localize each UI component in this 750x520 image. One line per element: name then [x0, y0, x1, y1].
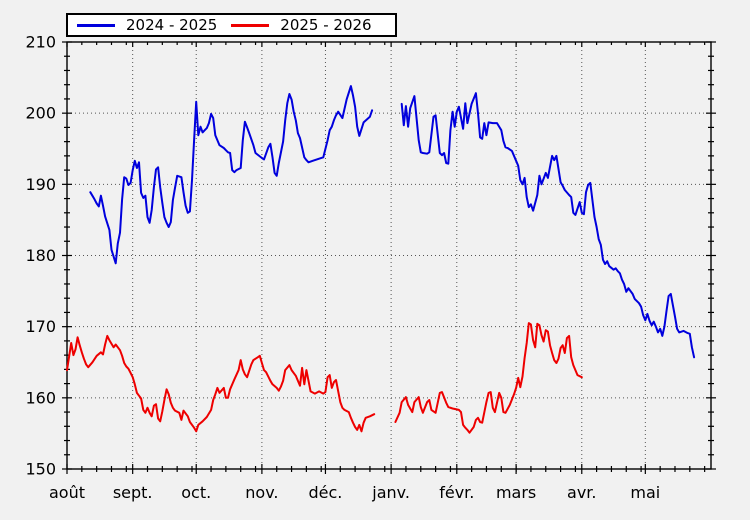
gridlines	[67, 42, 711, 469]
series-segment	[89, 85, 374, 265]
x-month-label: déc.	[309, 483, 343, 502]
x-month-label: avr.	[567, 483, 596, 502]
series-segment	[400, 92, 696, 359]
x-month-label: mars	[496, 483, 536, 502]
series-2024-2025	[89, 85, 696, 359]
ticks	[62, 41, 716, 474]
y-tick-label: 170	[25, 317, 56, 336]
series-2025-2026	[66, 322, 583, 434]
legend-line-sample-2025-2026	[231, 23, 270, 27]
x-month-label: oct.	[181, 483, 211, 502]
y-tick-label: 200	[25, 104, 56, 123]
x-month-label: mai	[630, 483, 660, 502]
x-month-label: janv.	[371, 483, 410, 502]
y-axis-labels: 150 160 170 180 190 200 210	[25, 33, 56, 479]
y-tick-label: 190	[25, 175, 56, 194]
y-tick-label: 160	[25, 388, 56, 407]
legend: 2024 - 2025 2025 - 2026	[66, 13, 397, 37]
legend-line-sample-2024-2025	[77, 23, 115, 27]
y-tick-label: 210	[25, 33, 56, 52]
y-tick-label: 180	[25, 246, 56, 265]
x-month-label: nov.	[245, 483, 278, 502]
series-segment	[394, 322, 583, 434]
x-month-label: févr.	[439, 483, 474, 502]
legend-item-2025-2026: 2025 - 2026	[231, 15, 372, 34]
x-month-label: sept.	[113, 483, 153, 502]
series-segment	[66, 334, 376, 433]
x-month-label: août	[49, 483, 85, 502]
legend-label-2025-2026: 2025 - 2026	[280, 15, 372, 34]
x-axis-labels: août sept. oct. nov. déc. janv. févr. mars avr. m…	[49, 483, 660, 502]
legend-label-2024-2025: 2024 - 2025	[126, 15, 218, 34]
legend-item-2024-2025: 2024 - 2025	[77, 15, 218, 34]
y-tick-label: 150	[25, 460, 56, 479]
